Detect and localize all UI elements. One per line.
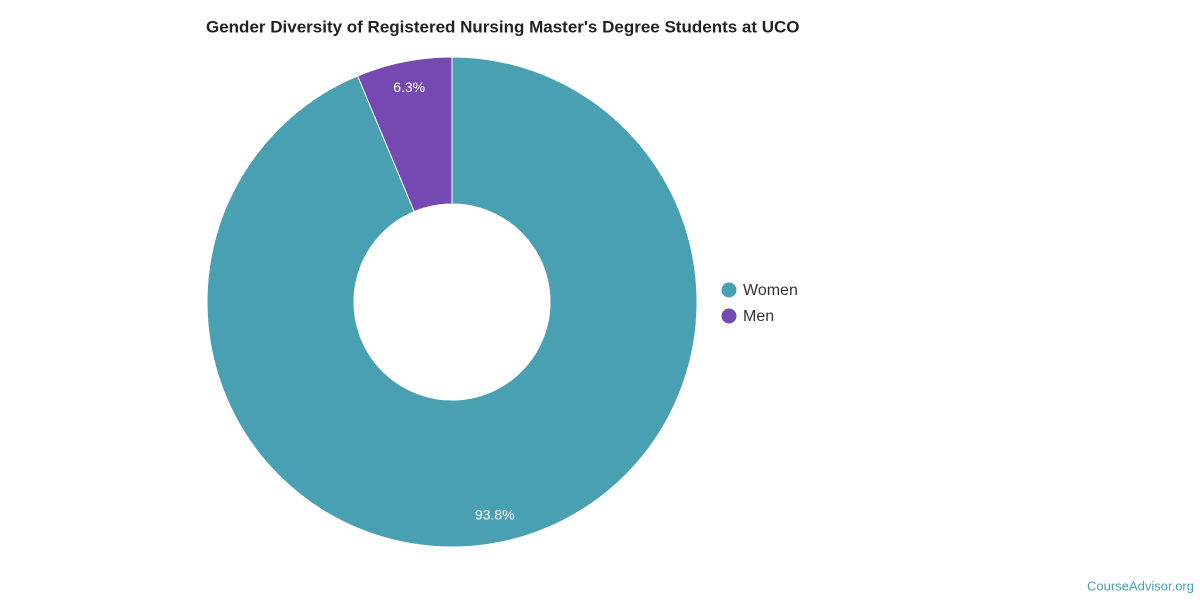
- credit[interactable]: CourseAdvisor.org: [1087, 578, 1194, 593]
- legend-label[interactable]: Men: [743, 308, 774, 325]
- slice: [356, 56, 453, 213]
- legend-marker[interactable]: [721, 308, 737, 324]
- chart-title: Gender Diversity of Registered Nursing M…: [206, 17, 800, 36]
- legend-label[interactable]: Women: [743, 282, 798, 299]
- data-label: 6.3%: [393, 79, 425, 95]
- slice: [206, 56, 698, 548]
- data-label: 93.8%: [475, 506, 515, 522]
- legend-marker[interactable]: [721, 282, 737, 298]
